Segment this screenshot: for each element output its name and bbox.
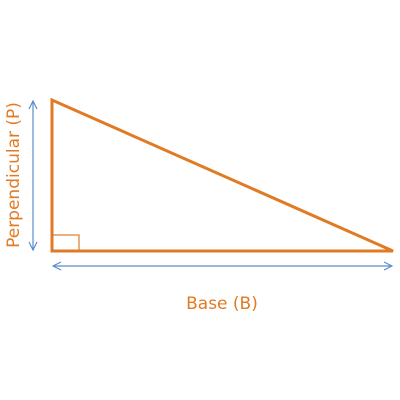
perpendicular-label: Perpendicular (P) <box>4 102 24 248</box>
right-angle-marker <box>51 234 80 252</box>
base-label: Base (B) <box>186 294 258 314</box>
right-triangle <box>50 97 394 253</box>
